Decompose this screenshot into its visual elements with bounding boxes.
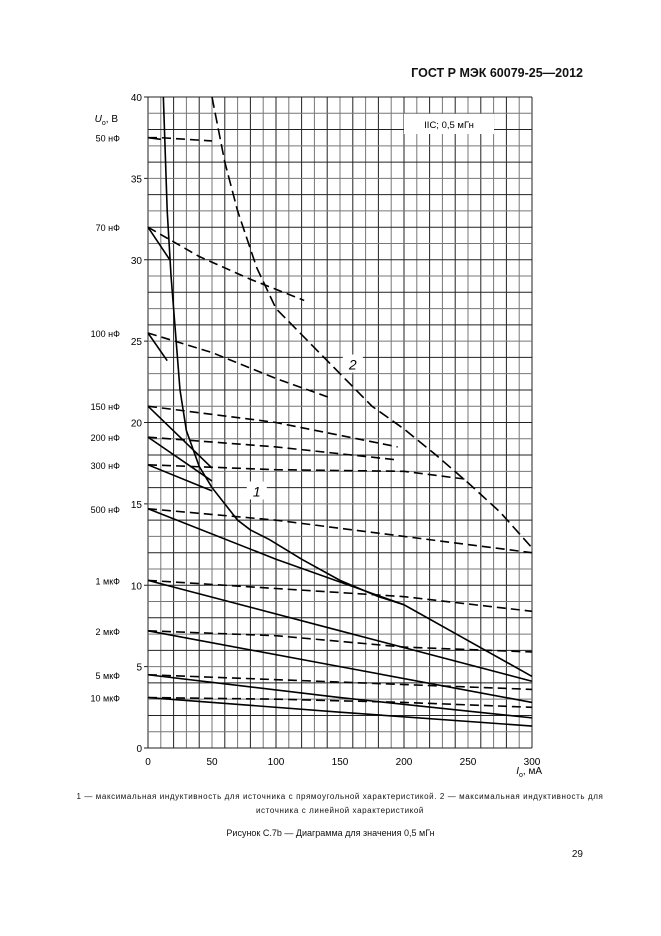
main-curve-2	[211, 96, 533, 549]
x-tick-label: 0	[145, 757, 151, 768]
y-tick-label: 15	[131, 500, 143, 511]
capacitance-line-solid	[147, 508, 533, 678]
capacitance-label: 300 нФ	[91, 461, 120, 471]
capacitance-label: 200 нФ	[91, 433, 120, 443]
capacitance-line-solid	[147, 332, 168, 362]
capacitance-label: 100 нФ	[91, 329, 120, 339]
figure-legend: 1 — максимальная индуктивность для источ…	[76, 792, 604, 815]
y-tick-label: 25	[131, 337, 143, 348]
x-tick-label: 150	[332, 757, 349, 768]
y-axis-label: Uo, В	[95, 114, 119, 127]
page-number: 29	[571, 849, 583, 860]
x-axis-label: Io, мА	[516, 766, 542, 779]
main-curve-1	[162, 96, 405, 606]
capacitance-label: 2 мкФ	[96, 627, 121, 637]
x-tick-label: 200	[396, 757, 413, 768]
capacitance-line-solid	[147, 464, 213, 492]
grid	[147, 96, 533, 749]
capacitance-line-dashed	[147, 436, 398, 461]
y-tick-label: 35	[131, 174, 143, 185]
capacitance-line-solid	[147, 405, 213, 469]
capacitance-line-dashed	[147, 226, 305, 302]
capacitance-label: 5 мкФ	[96, 671, 121, 681]
capacitance-line-solid	[147, 579, 533, 683]
x-tick-label: 50	[206, 757, 218, 768]
capacitance-labels: 50 нФ 70 нФ 100 нФ 150 нФ 200 нФ 300 нФ 500 нФ…	[91, 134, 121, 704]
curve-label: 2	[348, 357, 357, 373]
capacitance-line-solid	[147, 436, 213, 482]
capacitance-line-dashed	[147, 630, 533, 653]
capacitance-label: 150 нФ	[91, 402, 120, 412]
capacitance-line-dashed	[147, 579, 533, 613]
x-tick-label: 300	[524, 757, 541, 768]
y-tick-label: 5	[136, 663, 142, 674]
capacitance-line-solid	[147, 696, 533, 727]
capacitance-label: 10 мкФ	[91, 694, 121, 704]
capacitance-label: 1 мкФ	[96, 576, 121, 586]
capacitance-line-solid	[147, 226, 171, 261]
chart-title-box: IIC; 0,5 мГн	[404, 114, 494, 134]
chart-title: IIC; 0,5 мГн	[424, 120, 474, 131]
capacitance-line-dashed	[148, 136, 213, 142]
y-tick-label: 30	[131, 256, 143, 267]
curve-label-bg	[246, 481, 267, 500]
capacitance-line-dashed	[147, 507, 533, 554]
capacitance-line-solid	[147, 673, 533, 719]
document-header: ГОСТ Р МЭК 60079-25—2012	[411, 66, 583, 80]
capacitance-line-solid	[147, 630, 533, 704]
curve-label: 1	[253, 483, 261, 499]
capacitance-label: 50 нФ	[96, 134, 120, 144]
capacitance-line-dashed	[147, 405, 398, 448]
figure-title: Рисунок С.7b — Диаграмма для значения 0,…	[226, 828, 435, 838]
capacitance-label: 70 нФ	[96, 223, 120, 233]
y-tick-label: 40	[131, 93, 143, 104]
axis-ticks: 0 50 100 150 200 250 300 0 5 10 15 20 25 30 35 40	[131, 93, 541, 768]
x-tick-label: 100	[268, 757, 285, 768]
capacitance-line-dashed	[147, 696, 533, 709]
y-tick-label: 0	[136, 744, 142, 755]
curve-label-bg	[342, 354, 363, 373]
y-tick-label: 10	[131, 581, 143, 592]
capacitance-label: 500 нФ	[91, 505, 120, 515]
capacitance-line-dashed	[147, 673, 533, 691]
y-tick-label: 20	[131, 419, 143, 430]
x-tick-label: 250	[460, 757, 477, 768]
capacitance-line-dashed	[147, 464, 469, 481]
capacitance-line-dashed	[147, 332, 332, 399]
curves: 12	[147, 96, 533, 727]
